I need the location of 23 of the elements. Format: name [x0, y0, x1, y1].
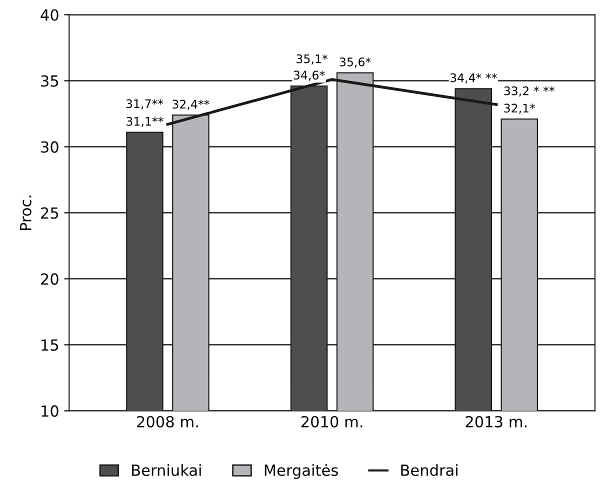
data-label: 31,1**	[126, 116, 164, 128]
legend-label: Berniukai	[132, 464, 201, 476]
data-label: 34,6*	[294, 70, 325, 81]
y-tick-label: 10	[42, 405, 58, 417]
y-tick-label: 30	[41, 141, 58, 153]
legend-label: Mergaitės	[264, 464, 338, 479]
data-label: 32,4**	[172, 100, 210, 110]
y-tick-label: 40	[40, 9, 58, 21]
data-label: 31,7**	[126, 99, 164, 110]
x-tick-label: 2008 m.	[137, 416, 198, 428]
y-axis-title: Proc.	[20, 196, 32, 230]
data-label: 32,1*	[504, 104, 536, 114]
data-label: 34,4* **	[450, 73, 497, 84]
x-tick-label: 2013 m.	[466, 416, 526, 428]
data-label: 33,2 * **	[504, 86, 554, 97]
data-label: 35,6*	[340, 57, 371, 68]
x-tick-label: 2010 m.	[301, 416, 362, 428]
y-tick-label: 25	[41, 207, 58, 219]
y-tick-label: 15	[42, 339, 58, 351]
y-tick-label: 20	[41, 273, 58, 285]
y-tick-label: 35	[41, 75, 58, 87]
data-label: 35,1*	[296, 54, 328, 64]
legend-label: Bendrai	[401, 464, 458, 476]
